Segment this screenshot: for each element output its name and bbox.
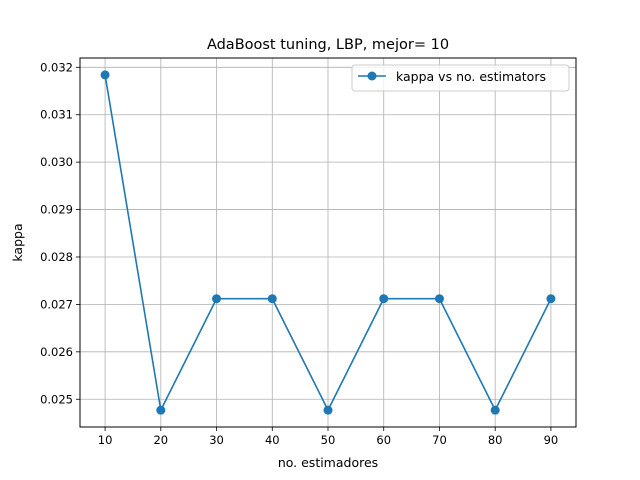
x-tick-label: 10 bbox=[98, 433, 113, 447]
x-tick-label: 80 bbox=[488, 433, 503, 447]
data-point bbox=[212, 294, 222, 304]
y-tick-label: 0.025 bbox=[40, 392, 73, 406]
chart-title: AdaBoost tuning, LBP, mejor= 10 bbox=[207, 37, 449, 53]
x-tick-label: 40 bbox=[265, 433, 280, 447]
y-tick-label: 0.032 bbox=[40, 60, 73, 74]
data-point bbox=[379, 294, 389, 304]
legend: kappa vs no. estimators bbox=[351, 64, 570, 92]
y-tick-label: 0.031 bbox=[40, 108, 73, 122]
ticks-layer: 10 20 30 40 50 60 70 80 90 0.025 0.026 0.027 0.028 0.… bbox=[40, 60, 558, 447]
data-point bbox=[546, 294, 556, 304]
x-tick-label: 70 bbox=[432, 433, 447, 447]
data-point bbox=[490, 405, 500, 415]
y-tick-label: 0.027 bbox=[40, 297, 73, 311]
y-tick-label: 0.029 bbox=[40, 203, 73, 217]
data-point bbox=[100, 70, 110, 80]
data-point bbox=[323, 405, 333, 415]
plot-layer bbox=[100, 70, 556, 415]
y-axis-label: kappa bbox=[10, 223, 25, 261]
data-point bbox=[156, 405, 166, 415]
legend-marker-swatch bbox=[367, 71, 377, 81]
x-tick-label: 30 bbox=[209, 433, 224, 447]
x-axis-label: no. estimadores bbox=[278, 455, 378, 470]
y-tick-label: 0.030 bbox=[40, 155, 73, 169]
y-tick-label: 0.026 bbox=[40, 345, 73, 359]
x-tick-label: 90 bbox=[544, 433, 559, 447]
legend-label: kappa vs no. estimators bbox=[396, 69, 546, 84]
y-tick-label: 0.028 bbox=[40, 250, 73, 264]
x-tick-label: 20 bbox=[153, 433, 168, 447]
grid-layer bbox=[80, 58, 576, 427]
legend-box bbox=[351, 64, 570, 92]
data-point bbox=[434, 294, 444, 304]
data-point bbox=[267, 294, 277, 304]
x-tick-label: 50 bbox=[321, 433, 336, 447]
x-tick-label: 60 bbox=[376, 433, 391, 447]
